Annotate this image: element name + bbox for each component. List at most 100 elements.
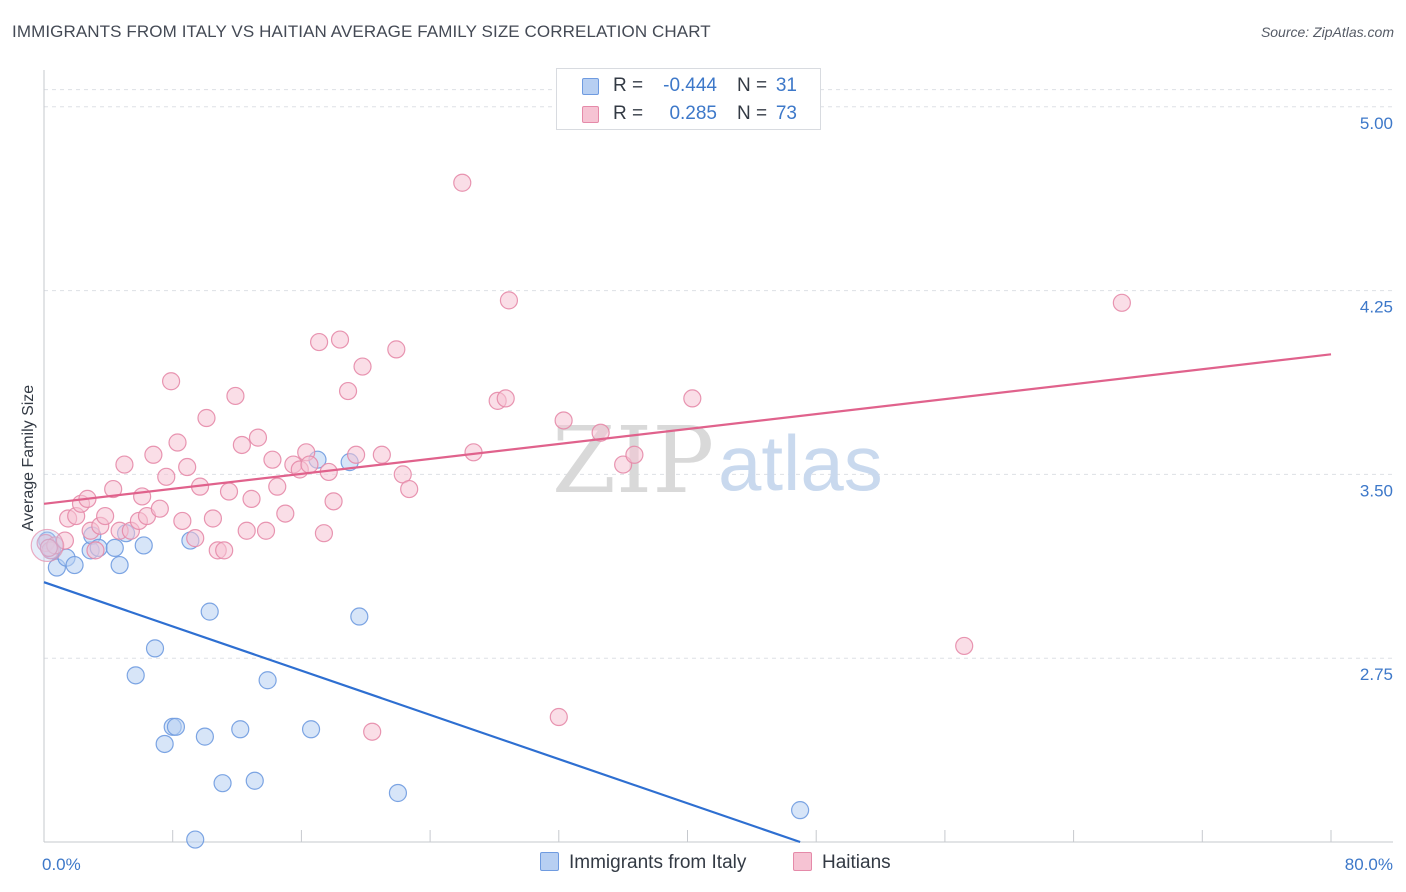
haitians-point: [86, 541, 105, 560]
watermark-atlas: atlas: [718, 419, 883, 507]
italy-point: [126, 666, 145, 685]
x-tick-label-max: 80.0%: [1345, 855, 1393, 874]
haitians-point: [226, 386, 245, 406]
haitians-point: [276, 504, 295, 523]
tick-labels: 2.75 3.50 4.25 5.00 0.0% 80.0%: [42, 114, 1393, 874]
haitians-point: [150, 499, 169, 518]
haitians-point: [363, 722, 382, 741]
haitians-point: [203, 509, 223, 528]
italy-point: [186, 830, 205, 849]
legend-row-haitians: R = 0.285 N = 73: [557, 101, 820, 129]
series-haitians-points: [30, 173, 1131, 741]
haitians-point: [242, 489, 261, 508]
trend-lines: [43, 353, 1332, 844]
haitians-point: [248, 428, 268, 447]
legend-swatch-italy: [540, 852, 559, 871]
haitians-point: [168, 433, 187, 452]
italy-point: [301, 720, 321, 739]
haitians-point: [400, 479, 419, 499]
haitians-point: [330, 330, 350, 349]
haitians-point: [387, 340, 406, 359]
correlation-legend: R = -0.444 N = 31 R = 0.285 N = 73: [556, 68, 821, 130]
y-tick-label: 4.25: [1360, 298, 1393, 317]
italy-point: [258, 671, 277, 690]
chart-title: IMMIGRANTS FROM ITALY VS HAITIAN AVERAGE…: [12, 22, 711, 41]
haitians-point: [591, 423, 610, 442]
legend-row-italy: R = -0.444 N = 31: [557, 73, 820, 101]
legend-r-value: 0.285: [669, 103, 717, 124]
legend-swatch-haitians: [793, 852, 812, 871]
y-tick-label: 3.50: [1360, 481, 1393, 500]
italy-point: [110, 555, 129, 575]
haitians-point: [215, 541, 234, 560]
haitians-trend-line: [43, 353, 1332, 505]
haitians-point: [683, 389, 702, 408]
y-axis-title: Average Family Size: [20, 385, 37, 532]
haitians-point: [115, 455, 134, 474]
series-legend: Immigrants from Italy Haitians: [0, 852, 1406, 878]
haitians-point: [197, 408, 216, 428]
cluster-point: [30, 528, 64, 563]
haitians-point: [314, 524, 334, 543]
italy-point: [388, 783, 408, 803]
haitians-point: [104, 479, 123, 499]
italy-point: [65, 555, 84, 575]
italy-point: [791, 801, 810, 820]
watermark: ZIP atlas: [552, 407, 883, 514]
legend-item-haitians[interactable]: Haitians: [793, 852, 891, 874]
italy-point: [350, 607, 369, 626]
haitians-point: [173, 511, 192, 531]
italy-point: [105, 538, 124, 558]
legend-n-value: 31: [775, 75, 797, 96]
legend-r-value: -0.444: [663, 75, 717, 96]
source-credit: Source: ZipAtlas.com: [1260, 24, 1394, 40]
italy-point: [245, 771, 264, 790]
haitians-point: [157, 467, 176, 486]
y-tick-label: 2.75: [1360, 665, 1393, 684]
haitians-point: [549, 707, 568, 727]
haitians-point: [256, 521, 276, 540]
legend-label-italy: Immigrants from Italy: [569, 852, 747, 873]
italy-point: [213, 774, 232, 793]
haitians-point: [554, 411, 573, 430]
haitians-point: [338, 381, 358, 401]
italy-point: [145, 639, 165, 658]
italy-point: [166, 717, 186, 736]
haitians-point: [496, 389, 515, 408]
haitians-point: [39, 538, 58, 558]
haitians-point: [178, 457, 197, 477]
italy-point: [134, 536, 153, 555]
legend-r-label: R =: [613, 75, 644, 96]
legend-n-value: 73: [775, 103, 797, 124]
legend-item-italy[interactable]: Immigrants from Italy: [540, 852, 746, 874]
haitians-point: [268, 477, 287, 496]
italy-trend-line: [43, 581, 801, 844]
haitians-point: [144, 445, 163, 464]
haitians-point: [346, 445, 366, 464]
haitians-point: [186, 529, 205, 548]
x-tick-label-min: 0.0%: [42, 855, 81, 874]
italy-point: [200, 602, 219, 621]
legend-n-label: N =: [737, 103, 768, 124]
grid-lines: [44, 89, 1393, 659]
italy-point: [231, 720, 250, 739]
haitians-point: [309, 332, 329, 352]
haitians-point: [372, 445, 391, 464]
haitians-point: [133, 487, 152, 506]
haitians-point: [96, 506, 115, 526]
haitians-point: [499, 291, 519, 310]
haitians-point: [353, 357, 372, 376]
legend-label-haitians: Haitians: [822, 852, 891, 873]
italy-point: [195, 727, 214, 746]
haitians-point: [219, 482, 239, 501]
legend-swatch-italy: [582, 78, 599, 95]
legend-n-label: N =: [737, 75, 768, 96]
legend-swatch-haitians: [582, 106, 599, 123]
haitians-point: [232, 435, 251, 455]
haitians-point: [237, 521, 256, 540]
y-tick-label: 5.00: [1360, 114, 1393, 133]
haitians-point: [955, 636, 974, 656]
haitians-point: [300, 455, 319, 474]
haitians-point: [625, 445, 644, 464]
